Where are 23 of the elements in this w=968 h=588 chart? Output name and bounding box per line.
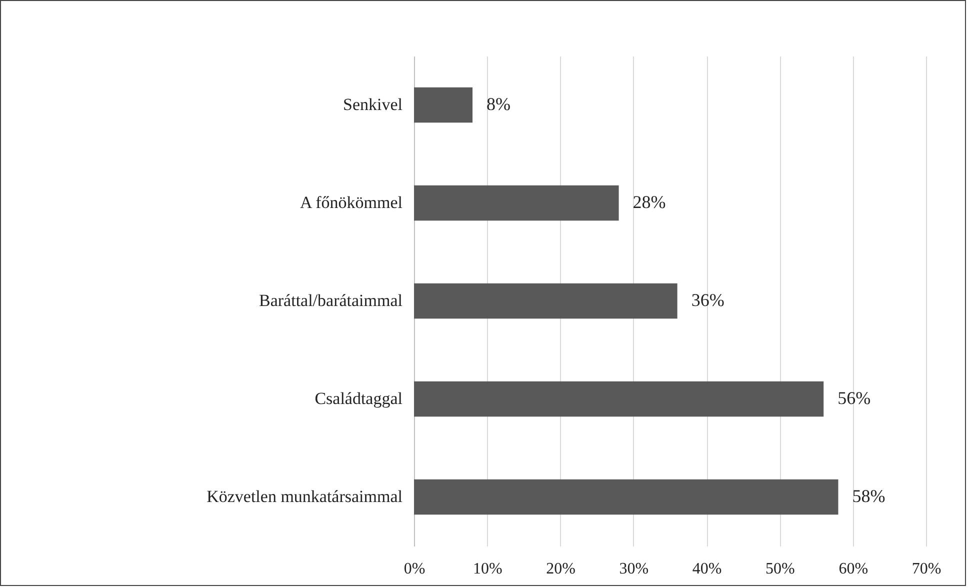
bar: [414, 87, 473, 123]
x-tick-label: 60%: [838, 560, 868, 578]
x-tick-label: 70%: [912, 560, 942, 578]
bar: [414, 283, 678, 319]
x-tick-label: 30%: [619, 560, 649, 578]
bar: [414, 381, 824, 417]
data-label: 8%: [486, 94, 511, 114]
x-tick-label: 40%: [692, 560, 722, 578]
data-label: 28%: [632, 192, 666, 212]
x-tick-label: 10%: [472, 560, 502, 578]
y-tick-label: Közvetlen munkatársaimmal: [206, 487, 403, 506]
bar: [414, 185, 619, 221]
y-tick-label: A főnökömmel: [300, 193, 403, 212]
data-label: 56%: [838, 388, 871, 408]
data-label: 36%: [691, 290, 724, 310]
y-tick-label: Baráttal/barátaimmal: [259, 291, 403, 310]
data-label: 58%: [852, 486, 886, 506]
y-tick-label: Családtaggal: [314, 389, 403, 408]
bar: [414, 479, 838, 515]
x-tick-label: 0%: [404, 560, 426, 578]
x-tick-label: 20%: [546, 560, 576, 578]
x-tick-label: 50%: [766, 560, 795, 578]
y-tick-label: Senkivel: [343, 95, 403, 114]
